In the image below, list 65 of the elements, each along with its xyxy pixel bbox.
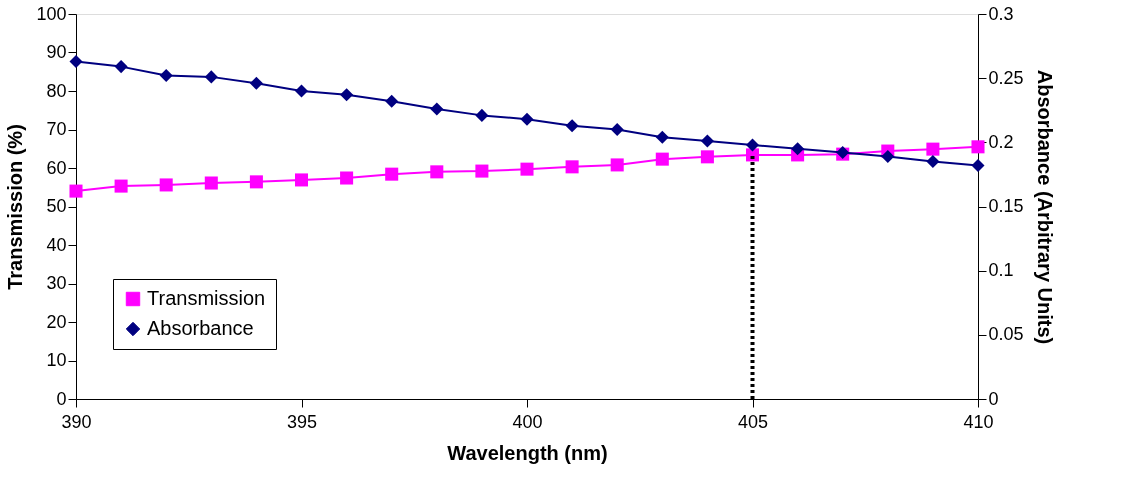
point	[294, 84, 309, 98]
legend-label: Absorbance	[147, 317, 254, 339]
point	[294, 173, 309, 187]
y2-tick-label: 0.05	[988, 324, 1024, 345]
point	[340, 88, 354, 102]
y-axis-title: Transmission (%)	[4, 124, 27, 290]
y-tick-label: 20	[46, 311, 67, 332]
point	[249, 76, 263, 90]
point	[565, 119, 579, 133]
y-tick-label: 50	[46, 196, 67, 216]
point	[610, 122, 624, 137]
point	[204, 176, 218, 190]
point	[610, 158, 624, 172]
point	[565, 160, 579, 174]
point	[430, 165, 444, 179]
y2-tick-label: 0	[988, 388, 999, 409]
legend-label: Transmission	[147, 287, 266, 309]
point	[69, 54, 83, 68]
point	[881, 149, 895, 163]
y-tick-label: 40	[46, 234, 67, 255]
point	[475, 164, 489, 178]
point	[926, 155, 940, 169]
point	[926, 142, 940, 156]
y2-axis-title: Absorbance (Arbitrary Units)	[1033, 69, 1056, 345]
point	[745, 138, 760, 152]
point	[971, 158, 985, 172]
point	[249, 175, 263, 189]
point	[700, 150, 714, 164]
x-tick-label: 395	[286, 411, 318, 432]
x-tick-label: 400	[512, 411, 543, 432]
point	[385, 94, 399, 108]
y2-tick-label: 0.1	[988, 260, 1014, 281]
x-axis-title: Wavelength (nm)	[447, 441, 608, 464]
point	[791, 142, 805, 156]
point	[430, 102, 444, 116]
y-tick-label: 90	[46, 42, 67, 62]
point	[204, 70, 218, 84]
y2-tick-label: 0.15	[988, 196, 1024, 216]
point	[159, 69, 173, 83]
y-tick-label: 60	[46, 157, 67, 178]
point	[655, 130, 669, 144]
point	[520, 112, 534, 126]
y-tick-label: 0	[56, 388, 67, 409]
point	[159, 178, 173, 192]
x-tick-label: 410	[963, 411, 994, 432]
y-tick-label: 30	[46, 273, 67, 293]
point	[655, 152, 669, 166]
y-tick-label: 70	[46, 119, 67, 139]
y-tick-label: 100	[36, 3, 67, 24]
y-tick-label: 10	[46, 350, 67, 370]
point	[69, 184, 83, 198]
point	[700, 134, 714, 148]
point	[114, 179, 128, 193]
x-tick-label: 405	[737, 411, 769, 432]
y2-tick-label: 0.3	[988, 3, 1014, 24]
point	[475, 108, 489, 122]
point	[971, 140, 985, 154]
point	[385, 167, 399, 181]
y-tick-label: 80	[46, 80, 67, 101]
point	[340, 171, 354, 185]
y2-tick-label: 0.25	[988, 67, 1024, 88]
x-tick-label: 390	[61, 411, 92, 432]
point	[114, 60, 128, 74]
point	[520, 162, 534, 176]
y2-tick-label: 0.2	[988, 131, 1014, 152]
